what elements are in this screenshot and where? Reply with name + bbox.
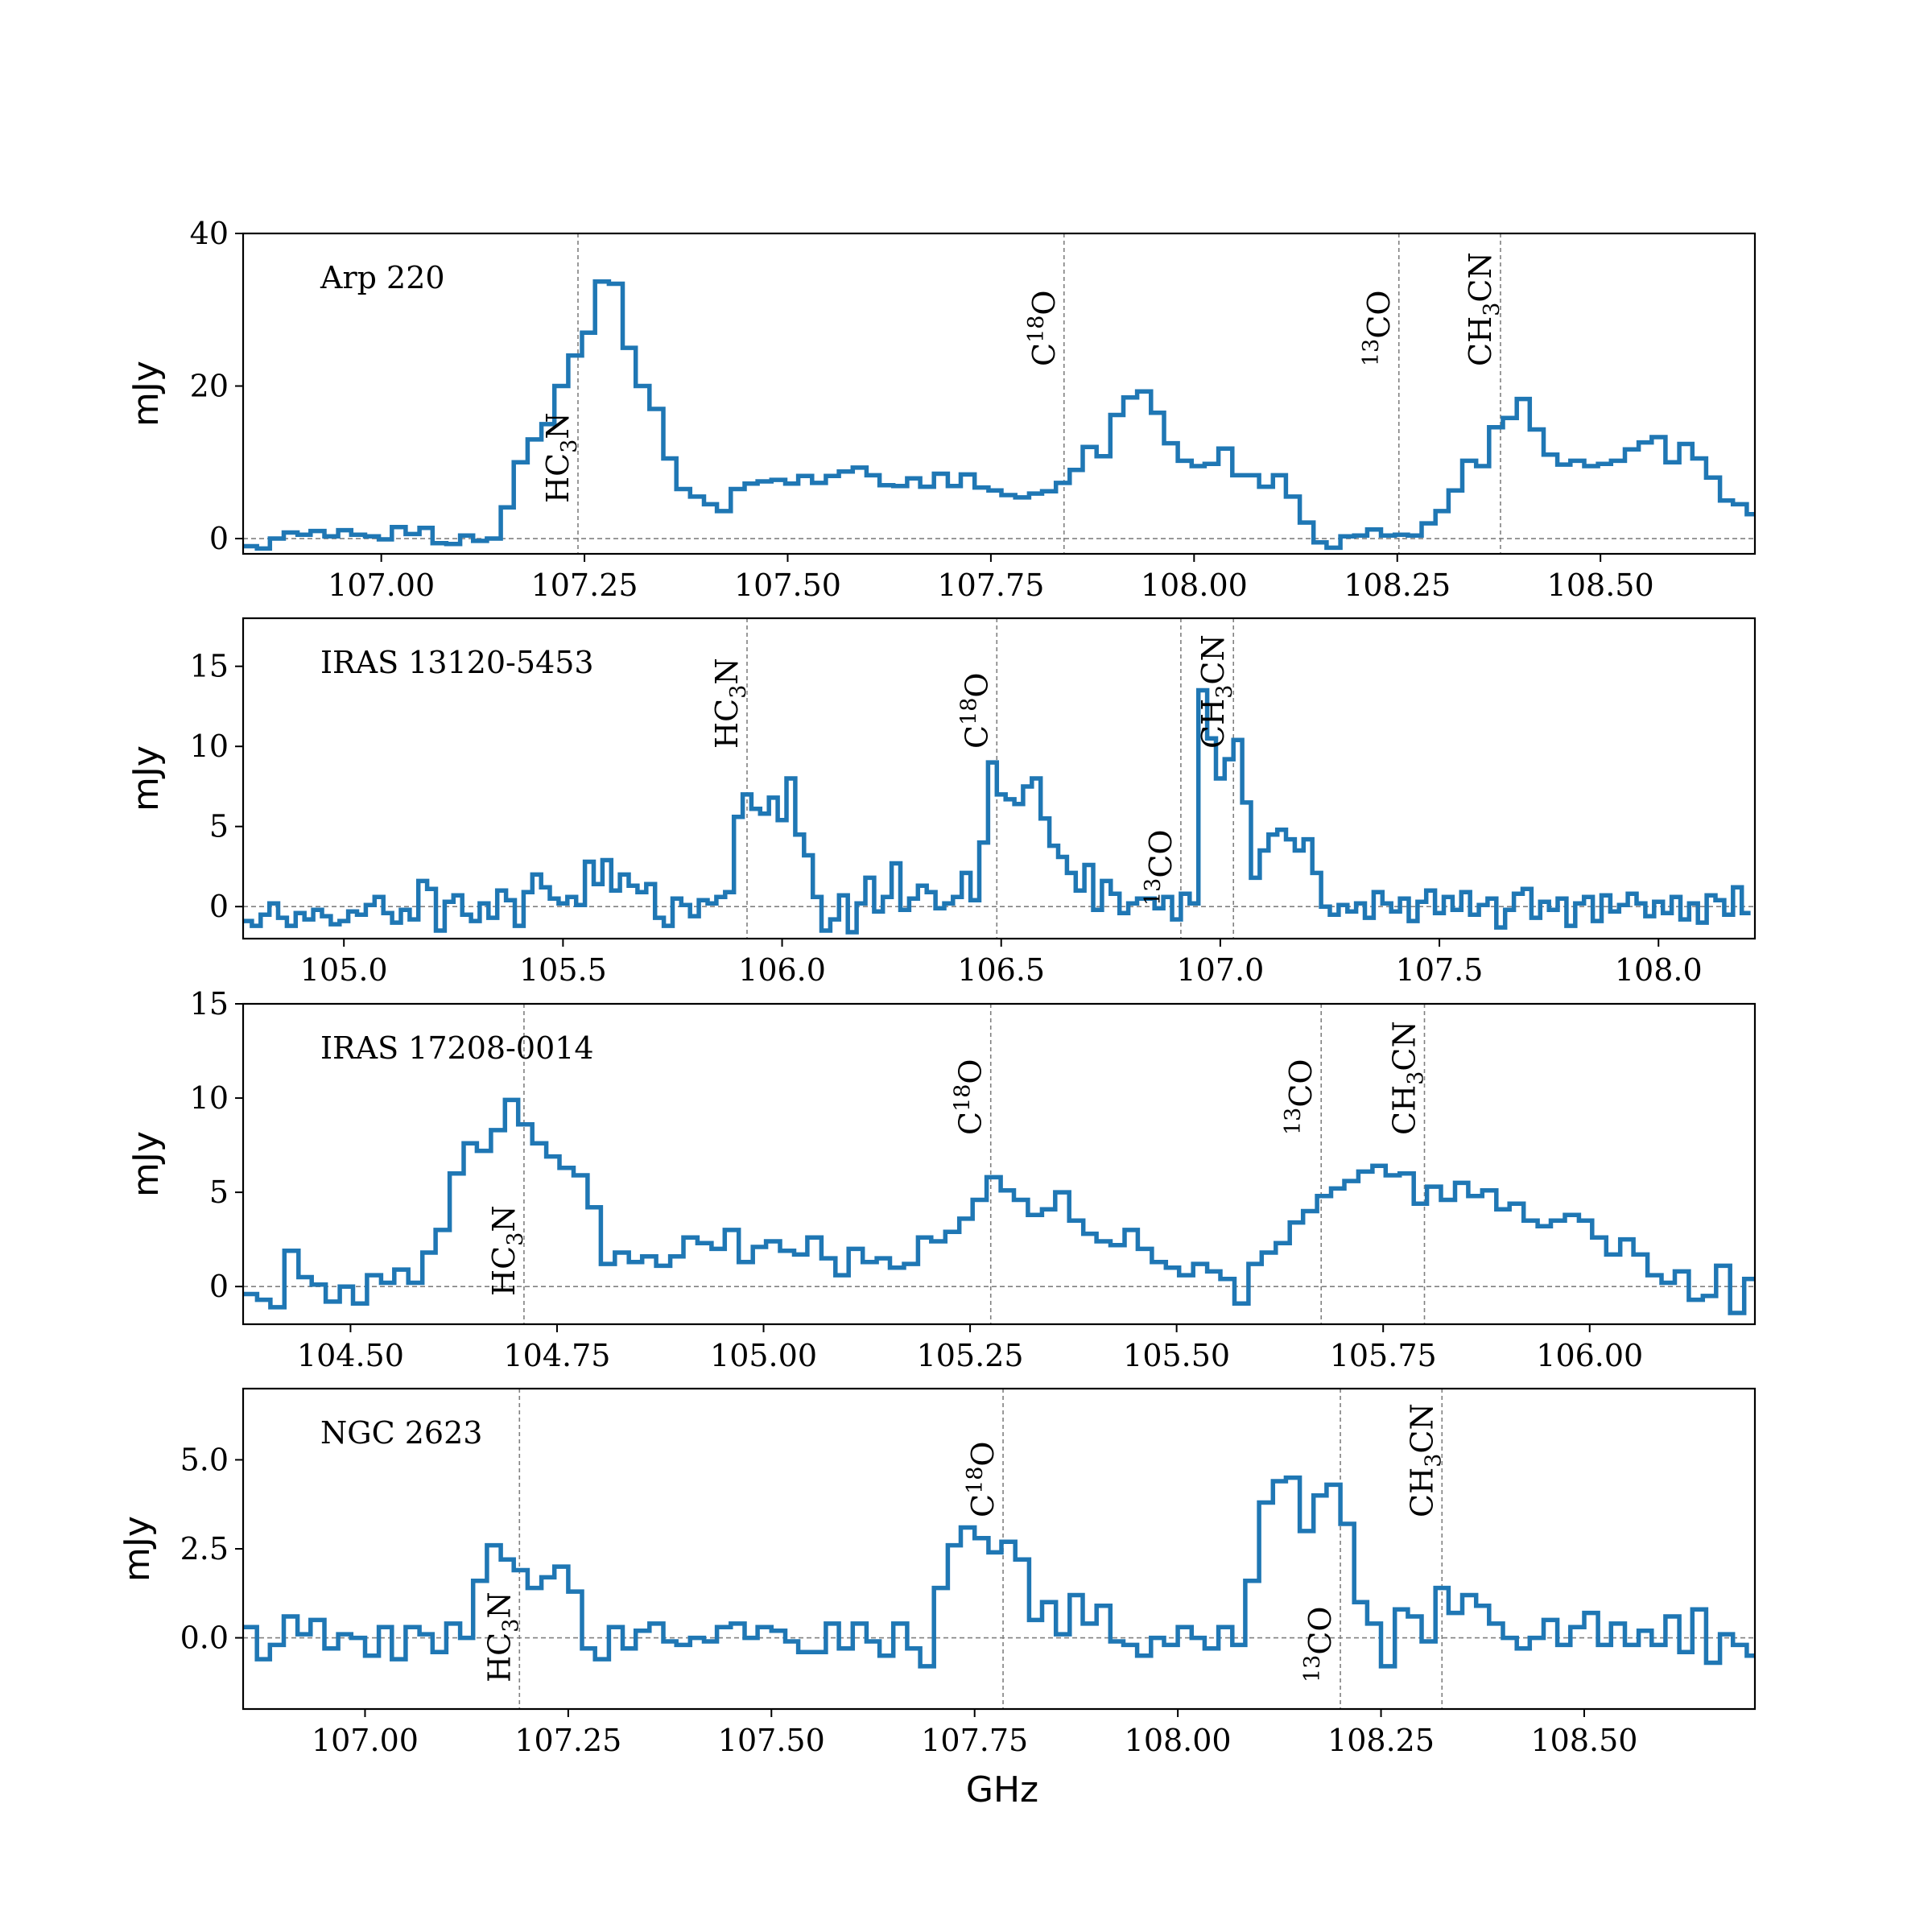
x-tick-label: 107.00 — [328, 568, 435, 603]
y-tick-label: 15 — [190, 649, 229, 684]
axes-frame — [242, 1002, 1757, 1326]
y-axis-label: mJy — [126, 745, 167, 811]
y-axis-label: mJy — [117, 1516, 158, 1582]
panel-4: 107.00 107.25 107.50 107.75 108.00 108.25 108.… — [117, 1387, 1757, 1758]
y-axis-label: mJy — [126, 1131, 167, 1197]
x-tick-label: 104.75 — [503, 1338, 610, 1373]
x-tick-label: 105.0 — [300, 952, 388, 988]
line-id-label: HC3N — [540, 412, 582, 503]
y-tick-label: 5.0 — [180, 1442, 229, 1477]
x-tick-label: 107.00 — [312, 1723, 419, 1758]
x-tick-label: 106.5 — [957, 952, 1045, 988]
x-tick-label: 104.50 — [297, 1338, 404, 1373]
x-tick-label: 107.25 — [531, 568, 638, 603]
x-tick-label: 107.0 — [1176, 952, 1264, 988]
panel-1: 107.00 107.25 107.50 107.75 108.00 108.25 108.… — [126, 216, 1757, 603]
x-tick-label: 108.0 — [1615, 952, 1703, 988]
x-tick-label: 107.75 — [921, 1723, 1028, 1758]
axes-frame — [242, 232, 1757, 555]
y-tick-label: 5 — [209, 1174, 229, 1210]
x-tick-label: 105.50 — [1123, 1338, 1230, 1373]
line-id-label: C18O — [1024, 290, 1062, 366]
line-id-label: C18O — [956, 672, 994, 749]
spectrum-series — [243, 1097, 1755, 1315]
line-id-label: 13CO — [1359, 290, 1397, 366]
x-tick-label: 106.00 — [1536, 1338, 1643, 1373]
x-tick-label: 108.50 — [1530, 1723, 1637, 1758]
y-tick-label: 0.0 — [180, 1620, 229, 1656]
x-tick-label: 107.5 — [1396, 952, 1484, 988]
y-tick-label: 10 — [190, 1080, 229, 1116]
x-tick-label: 106.0 — [738, 952, 826, 988]
y-tick-label: 40 — [190, 216, 229, 251]
spectrum-series — [243, 1475, 1755, 1669]
x-tick-label: 105.5 — [519, 952, 607, 988]
y-axis-label: mJy — [126, 361, 167, 427]
axes-frame — [242, 617, 1757, 940]
line-id-label: HC3N — [481, 1591, 523, 1682]
line-id-label: C18O — [963, 1441, 1001, 1517]
x-axis-label: GHz — [966, 1769, 1038, 1810]
x-tick-label: 107.75 — [937, 568, 1044, 603]
x-tick-label: 108.25 — [1327, 1723, 1435, 1758]
line-id-label: 13CO — [1300, 1606, 1338, 1682]
panel-2: 105.0 105.5 106.0 106.5 107.0 107.5 108.0 0 5 10 1… — [126, 617, 1757, 988]
x-tick-label: 108.00 — [1125, 1723, 1232, 1758]
x-tick-label: 105.75 — [1330, 1338, 1437, 1373]
panel-label: NGC 2623 — [320, 1415, 482, 1451]
line-id-label: HC3N — [486, 1205, 528, 1296]
panel-label: IRAS 13120-5453 — [320, 645, 594, 680]
x-tick-label: 107.50 — [718, 1723, 825, 1758]
y-tick-label: 15 — [190, 986, 229, 1022]
y-tick-label: 0 — [209, 889, 229, 924]
line-id-label: 13CO — [1141, 829, 1179, 906]
panel-label: Arp 220 — [320, 260, 445, 295]
line-id-label: CH3CN — [1387, 1021, 1429, 1135]
line-id-label: C18O — [951, 1059, 989, 1135]
y-tick-label: 0 — [209, 521, 229, 556]
x-tick-label: 108.00 — [1141, 568, 1248, 603]
panel-3: 104.50 104.75 105.00 105.25 105.50 105.75 106.… — [126, 986, 1757, 1373]
x-tick-label: 105.00 — [710, 1338, 817, 1373]
panels-group: 107.00 107.25 107.50 107.75 108.00 108.25 108.… — [117, 216, 1757, 1758]
x-tick-label: 105.25 — [917, 1338, 1024, 1373]
y-tick-label: 5 — [209, 809, 229, 844]
panel-label: IRAS 17208-0014 — [320, 1030, 594, 1066]
y-tick-label: 0 — [209, 1269, 229, 1304]
spectrum-series — [243, 687, 1751, 935]
spectrum-series — [243, 279, 1755, 551]
x-tick-label: 108.25 — [1344, 568, 1451, 603]
y-tick-label: 10 — [190, 729, 229, 764]
x-tick-label: 107.25 — [514, 1723, 621, 1758]
line-id-label: 13CO — [1281, 1059, 1319, 1135]
line-id-label: CH3CN — [1404, 1403, 1446, 1517]
x-tick-label: 108.50 — [1547, 568, 1654, 603]
x-tick-label: 107.50 — [734, 568, 841, 603]
y-tick-label: 20 — [190, 369, 229, 404]
line-id-label: HC3N — [709, 658, 751, 749]
y-tick-label: 2.5 — [180, 1531, 229, 1567]
line-id-label: CH3CN — [1195, 634, 1237, 749]
line-id-label: CH3CN — [1463, 252, 1505, 366]
